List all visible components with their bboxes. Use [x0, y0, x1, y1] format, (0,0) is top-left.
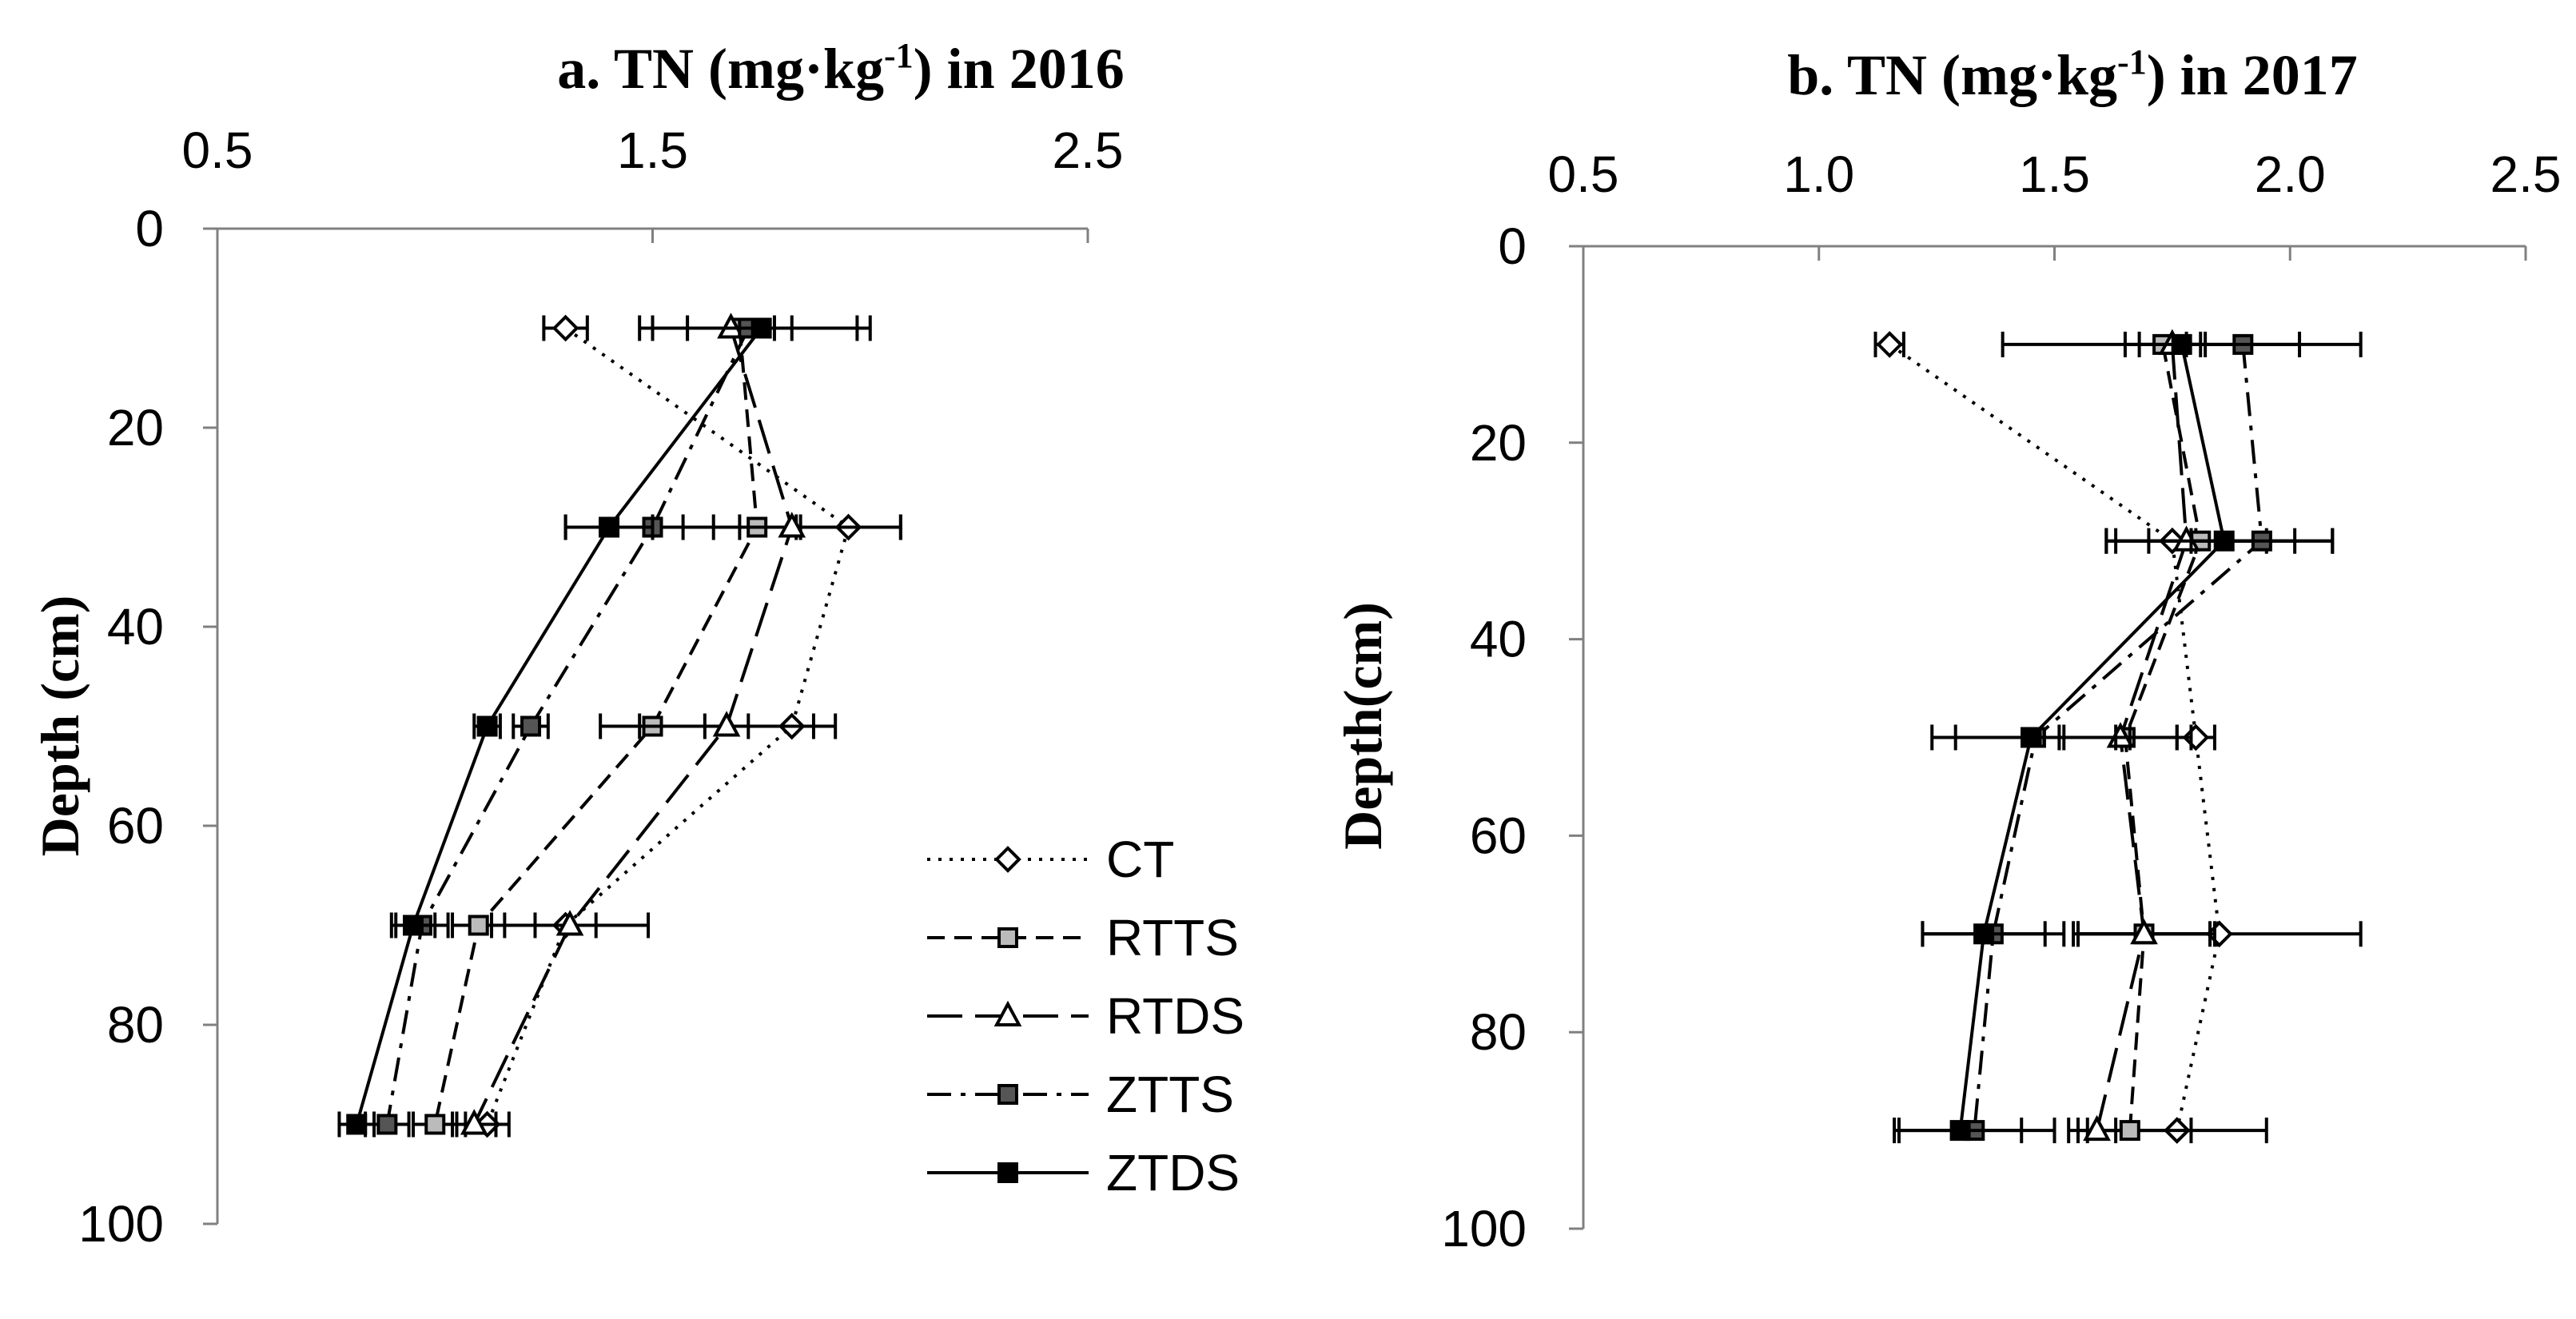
- data-point-ztts: [376, 1114, 398, 1135]
- data-point-rtds: [2130, 919, 2158, 945]
- legend-label-rtds: RTDS: [1106, 987, 1244, 1045]
- y-tick-label: 0: [135, 200, 164, 257]
- data-point-ct: [551, 314, 579, 342]
- legend-marker-rtds: [993, 1000, 1022, 1026]
- data-point-ztds: [2021, 727, 2042, 748]
- data-point-ztds: [2213, 530, 2235, 552]
- y-axis-label: Depth (cm): [30, 596, 90, 857]
- y-tick-label: 40: [107, 598, 164, 656]
- legend-marker-rtts: [997, 927, 1018, 948]
- legend-label-rtts: RTTS: [1106, 909, 1239, 966]
- y-tick-label: 80: [1470, 1003, 1527, 1061]
- chart-title: a. TN (mg·kg-1) in 2016: [557, 36, 1124, 101]
- data-point-ztds: [346, 1114, 368, 1135]
- y-tick-label: 40: [1470, 611, 1527, 668]
- y-tick-label: 60: [107, 797, 164, 855]
- y-tick-label: 20: [107, 399, 164, 456]
- y-tick-label: 0: [1498, 217, 1527, 275]
- x-tick-label: 0.5: [182, 122, 253, 179]
- data-point-ztds: [599, 516, 620, 538]
- legend-label-ztts: ZTTS: [1106, 1066, 1234, 1123]
- data-point-ct: [1876, 331, 1904, 358]
- data-point-rtds: [460, 1109, 488, 1135]
- data-point-ztds: [2171, 333, 2192, 355]
- data-point-rtds: [555, 910, 584, 936]
- data-point-rtts: [468, 915, 489, 936]
- x-tick-label: 2.5: [1053, 122, 1124, 179]
- x-tick-label: 1.0: [1783, 145, 1854, 203]
- y-axis-label: Depth(cm): [1332, 602, 1393, 850]
- chart-panel-b: b. TN (mg·kg-1) in 2017 Depth(cm) 0.5 1.0 1.…: [1332, 42, 2561, 1257]
- data-point-ztts: [520, 715, 542, 737]
- y-tick-label: 20: [1470, 414, 1527, 472]
- legend-label-ztds: ZTDS: [1106, 1144, 1240, 1201]
- y-tick-label: 100: [1441, 1200, 1527, 1257]
- data-point-ztds: [476, 715, 498, 737]
- x-tick-label: 0.5: [1548, 145, 1619, 203]
- data-point-ztds: [403, 915, 424, 936]
- series-line-ct: [1889, 343, 2221, 1131]
- chart-panel-a: a. TN (mg·kg-1) in 2016 Depth (cm) 0.5 1.5 2…: [30, 36, 1244, 1253]
- legend: CT RTTS RTDS ZTTS ZTDS: [927, 831, 1244, 1201]
- legend-marker-ct: [994, 846, 1021, 873]
- y-tick-label: 60: [1470, 807, 1527, 864]
- x-tick-label: 1.5: [2019, 145, 2090, 203]
- data-point-ztds: [751, 317, 772, 339]
- data-point-rtts: [2119, 1120, 2140, 1142]
- series-ztds: [1897, 331, 2363, 1144]
- data-point-rtds: [2083, 1114, 2111, 1142]
- data-point-rtds: [712, 711, 741, 737]
- series-ztds: [337, 315, 872, 1138]
- y-tick-label: 100: [78, 1195, 164, 1253]
- x-tick-label: 2.5: [2490, 145, 2562, 203]
- data-point-rtds: [778, 512, 806, 538]
- legend-marker-ztts: [997, 1084, 1018, 1105]
- legend-marker-ztds: [997, 1162, 1018, 1183]
- legend-label-ct: CT: [1106, 831, 1174, 888]
- x-tick-label: 1.5: [617, 122, 688, 179]
- data-point-ztds: [1973, 923, 1995, 945]
- x-tick-label: 2.0: [2255, 145, 2326, 203]
- series-rtds: [451, 313, 902, 1138]
- data-point-rtts: [424, 1114, 446, 1135]
- data-point-ztds: [1949, 1120, 1971, 1142]
- y-tick-label: 80: [107, 996, 164, 1054]
- chart-title: b. TN (mg·kg-1) in 2017: [1787, 42, 2357, 107]
